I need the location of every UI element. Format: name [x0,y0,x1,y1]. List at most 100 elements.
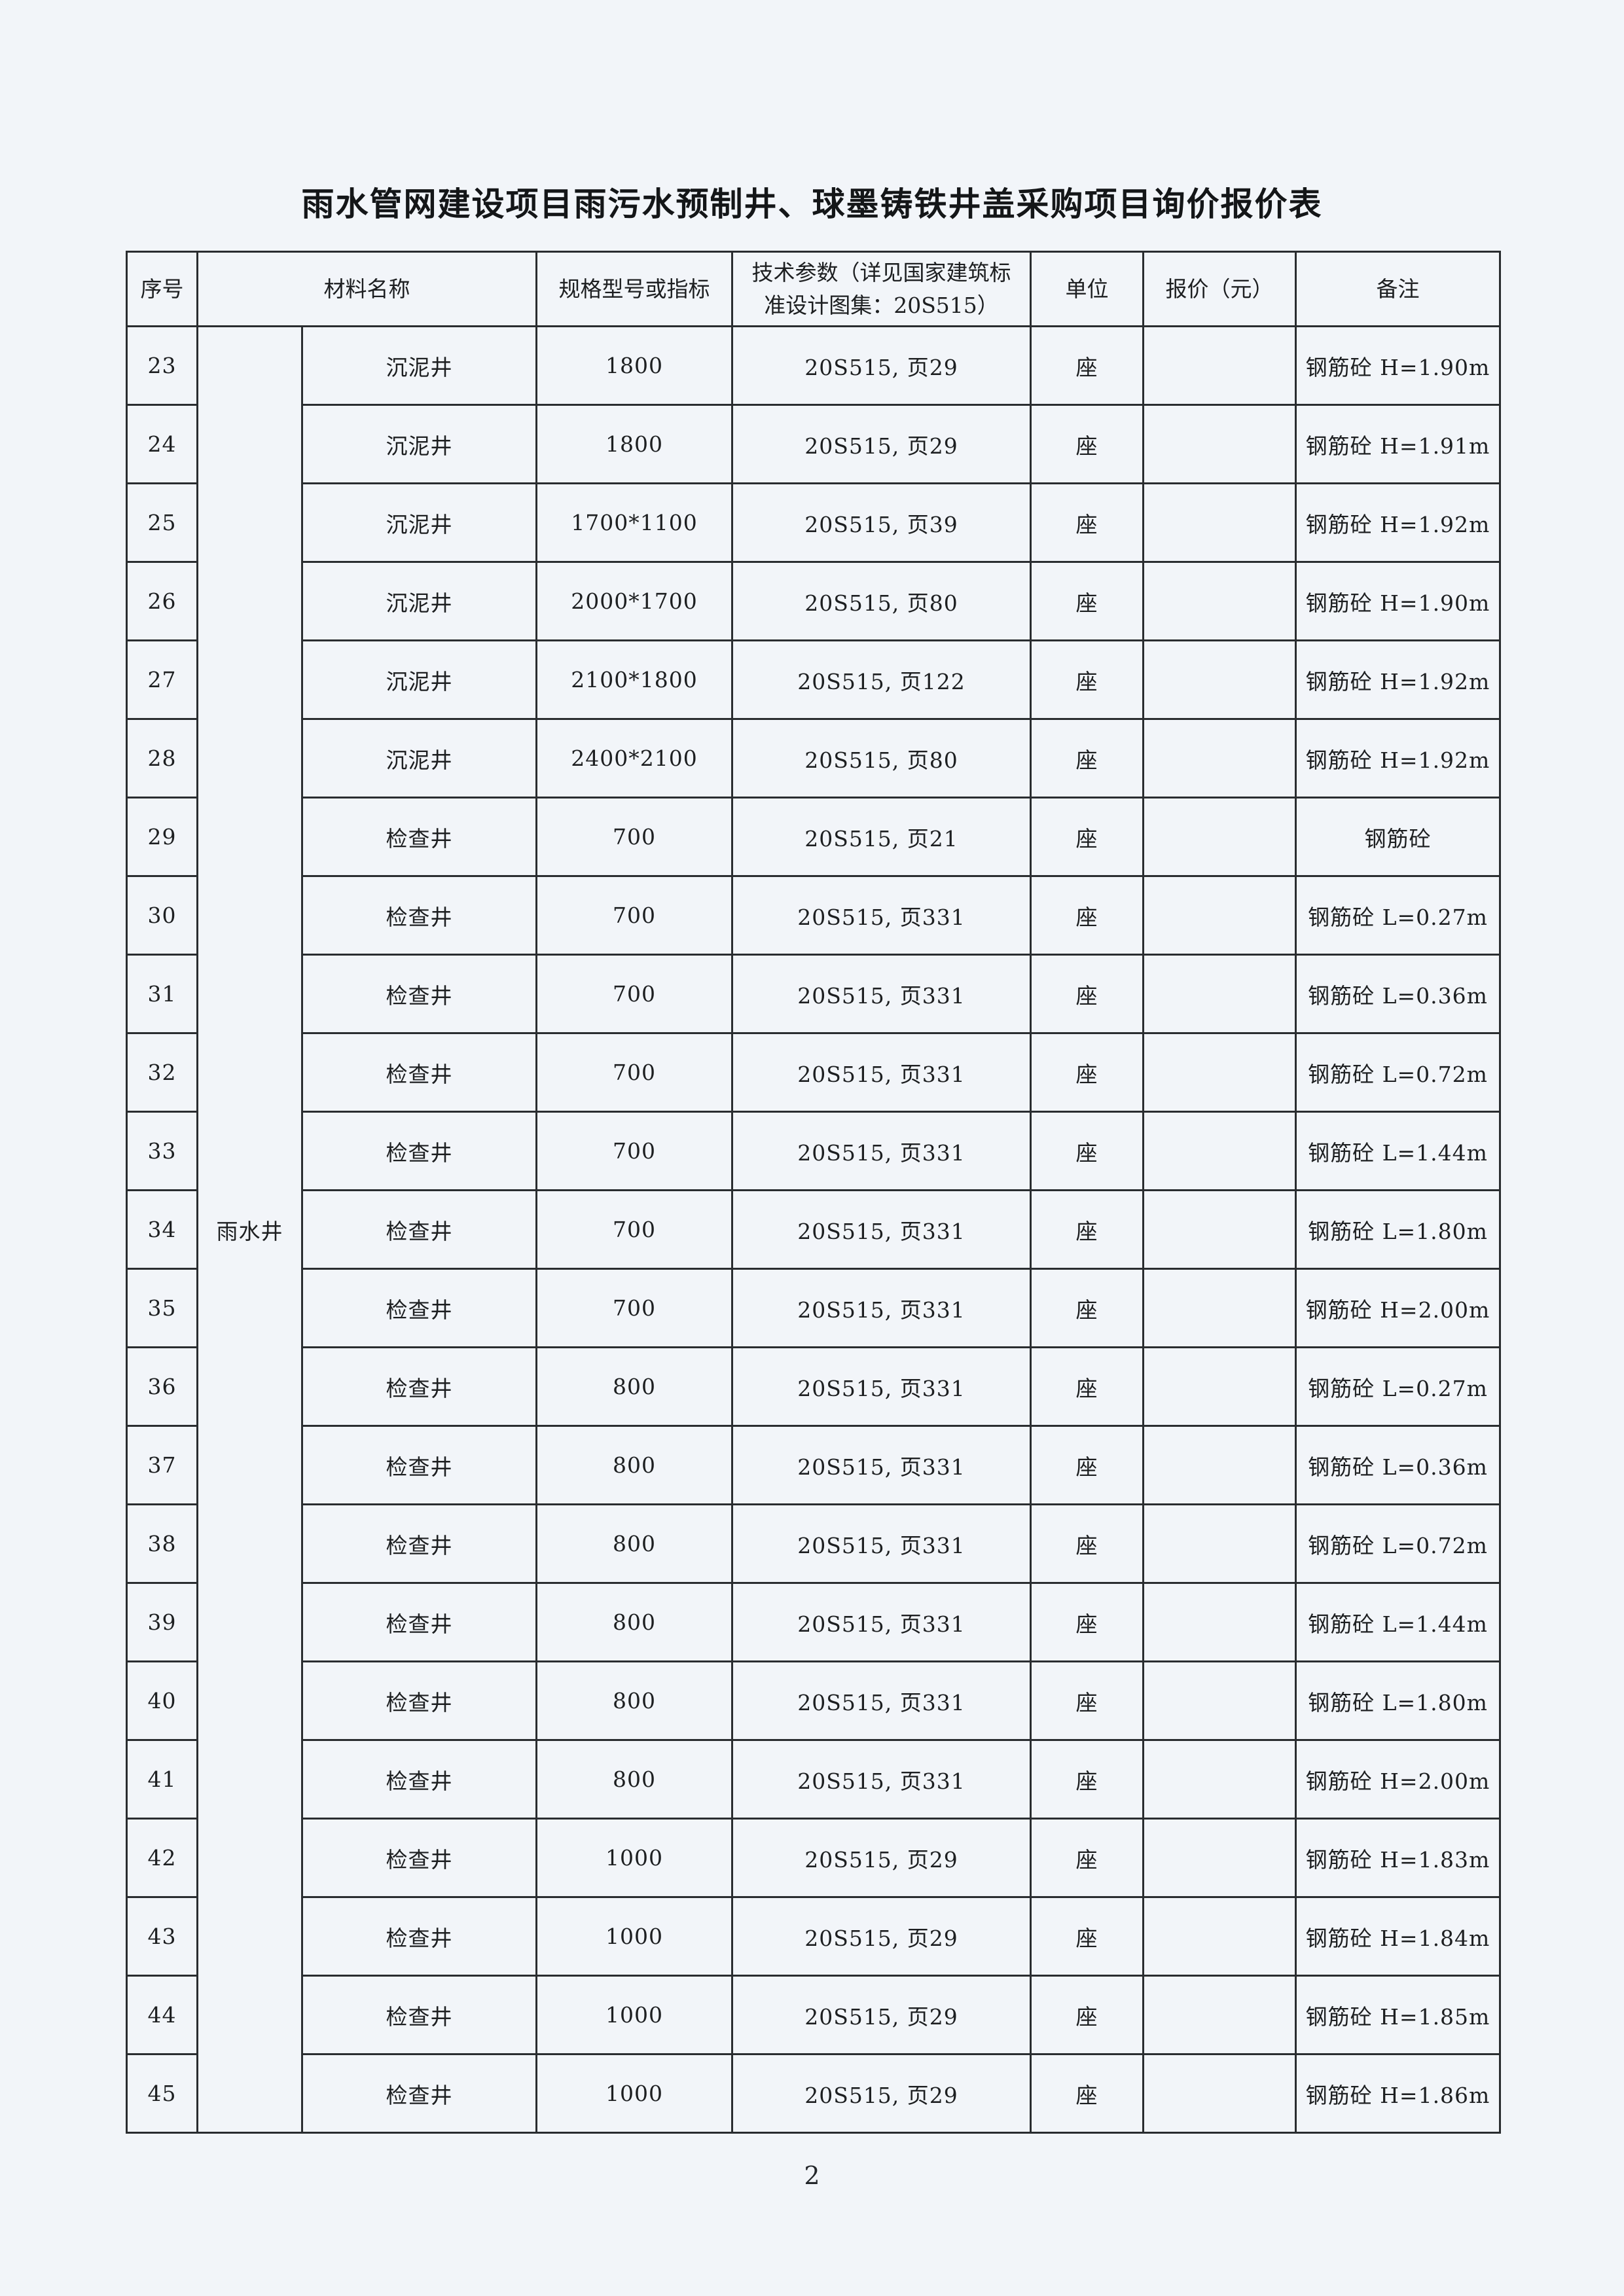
table-row: 26 沉泥井 2000*1700 20S515, 页80 座 钢筋砼 H=1.90m [126,561,1501,641]
spec-cell: 800 [535,1660,733,1741]
row-index-cell: 29 [126,797,198,877]
spec-cell: 800 [535,1346,733,1427]
price-cell [1142,1189,1297,1270]
tech-param-cell: 20S515, 页331 [731,1032,1032,1113]
row-index-cell: 40 [126,1660,198,1741]
material-name-cell: 沉泥井 [301,639,537,720]
material-name-cell: 检查井 [301,875,537,956]
spec-cell: 800 [535,1503,733,1584]
table-row: 30 检查井 700 20S515, 页331 座 钢筋砼 L=0.27m [126,875,1501,956]
table-row: 25 沉泥井 1700*1100 20S515, 页39 座 钢筋砼 H=1.92m [126,482,1501,563]
price-cell [1142,1425,1297,1505]
unit-cell: 座 [1030,561,1144,641]
remark-cell: 钢筋砼 L=1.44m [1295,1111,1501,1191]
table-body: 23 雨水井 沉泥井 1800 20S515, 页29 座钢筋砼 H=1.90m 24 沉泥井… [126,325,1501,2134]
remark-cell: 钢筋砼 L=0.27m [1295,1346,1501,1427]
remark-cell: 钢筋砼 H=1.92m [1295,639,1501,720]
tech-param-cell: 20S515, 页29 [731,1818,1032,1898]
tech-param-cell: 20S515, 页331 [731,1739,1032,1820]
row-index-cell: 28 [126,718,198,798]
unit-cell: 座 [1030,954,1144,1034]
spec-cell: 700 [535,1268,733,1348]
material-name-cell: 检查井 [301,1425,537,1505]
remark-cell: 钢筋砼 L=0.72m [1295,1032,1501,1113]
unit-cell: 座 [1030,482,1144,563]
remark-cell: 钢筋砼 H=2.00m [1295,1739,1501,1820]
unit-cell: 座 [1030,1503,1144,1584]
spec-cell: 700 [535,1189,733,1270]
remark-cell: 钢筋砼 L=1.44m [1295,1582,1501,1662]
price-cell [1142,797,1297,877]
unit-cell: 座 [1030,1582,1144,1662]
unit-cell: 座 [1030,718,1144,798]
table-row: 24 沉泥井 1800 20S515, 页29 座 钢筋砼 H=1.91m [126,404,1501,484]
tech-param-cell: 20S515, 页331 [731,1268,1032,1348]
row-index-cell: 26 [126,561,198,641]
material-name-cell: 检查井 [301,1818,537,1898]
material-name-cell: 检查井 [301,1503,537,1584]
unit-cell: 座 [1030,1739,1144,1820]
remark-cell: 钢筋砼 H=1.85m [1295,1975,1501,2055]
remark-cell: 钢筋砼 H=1.86m [1295,2053,1501,2134]
row-index-cell: 31 [126,954,198,1034]
row-index-cell: 44 [126,1975,198,2055]
price-cell [1142,2053,1297,2134]
material-name-cell: 沉泥井 [301,404,537,484]
table-row: 34 检查井 700 20S515, 页331 座 钢筋砼 L=1.80m [126,1189,1501,1270]
remark-cell: 钢筋砼 L=0.27m [1295,875,1501,956]
remark-cell: 钢筋砼 H=1.92m [1295,482,1501,563]
row-index-cell: 45 [126,2053,198,2134]
remark-cell: 钢筋砼 L=0.72m [1295,1503,1501,1584]
table-row: 40 检查井 800 20S515, 页331 座 钢筋砼 L=1.80m [126,1660,1501,1741]
remark-cell: 钢筋砼 H=1.84m [1295,1896,1501,1977]
tech-param-cell: 20S515, 页331 [731,1660,1032,1741]
price-cell [1142,1111,1297,1191]
price-cell [1142,482,1297,563]
tech-param-cell: 20S515, 页331 [731,1425,1032,1505]
quotation-table: 序号 材料名称 规格型号或指标 技术参数（详见国家建筑标准设计图集：20S515… [126,251,1501,2134]
price-cell [1142,1582,1297,1662]
spec-cell: 1000 [535,2053,733,2134]
material-name-cell: 检查井 [301,1975,537,2055]
material-name-cell: 检查井 [301,954,537,1034]
remark-cell: 钢筋砼 H=1.83m [1295,1818,1501,1898]
page-title: 雨水管网建设项目雨污水预制井、球墨铸铁井盖采购项目询价报价表 [301,185,1323,223]
table-row: 32 检查井 700 20S515, 页331 座 钢筋砼 L=0.72m [126,1032,1501,1113]
tech-param-cell: 20S515, 页80 [731,561,1032,641]
row-index-cell: 38 [126,1503,198,1584]
spec-cell: 700 [535,1111,733,1191]
price-cell [1142,404,1297,484]
row-index-cell: 32 [126,1032,198,1113]
tech-param-cell: 20S515, 页331 [731,1503,1032,1584]
tech-param-cell: 20S515, 页331 [731,954,1032,1034]
material-name-cell: 检查井 [301,1111,537,1191]
table-row: 35 检查井 700 20S515, 页331 座 钢筋砼 H=2.00m [126,1268,1501,1348]
material-name-cell: 检查井 [301,1660,537,1741]
unit-cell: 座 [1030,1032,1144,1113]
spec-cell: 700 [535,797,733,877]
spec-cell: 1000 [535,1818,733,1898]
table-row: 27 沉泥井 2100*1800 20S515, 页122 座 钢筋砼 H=1.92m [126,639,1501,720]
row-index-cell: 33 [126,1111,198,1191]
material-name-cell: 检查井 [301,1582,537,1662]
tech-param-cell: 20S515, 页21 [731,797,1032,877]
material-name-cell: 检查井 [301,1268,537,1348]
table-row: 29 检查井 700 20S515, 页21 座 钢筋砼 [126,797,1501,877]
remark-cell: 钢筋砼 H=2.00m [1295,1268,1501,1348]
remark-cell: 钢筋砼 H=1.90m [1295,561,1501,641]
unit-cell: 座 [1030,1818,1144,1898]
spec-cell: 700 [535,954,733,1034]
price-cell [1142,1503,1297,1584]
page-number: 2 [804,2161,820,2190]
row-index-cell: 24 [126,404,198,484]
table-row: 43 检查井 1000 20S515, 页29 座 钢筋砼 H=1.84m [126,1896,1501,1977]
spec-cell: 800 [535,1739,733,1820]
table-row: 39 检查井 800 20S515, 页331 座 钢筋砼 L=1.44m [126,1582,1501,1662]
spec-cell: 1000 [535,1896,733,1977]
row-index-cell: 36 [126,1346,198,1427]
tech-param-cell: 20S515, 页122 [731,639,1032,720]
row-index-cell: 34 [126,1189,198,1270]
material-name-cell: 检查井 [301,2053,537,2134]
tech-param-cell: 20S515, 页29 [731,2053,1032,2134]
